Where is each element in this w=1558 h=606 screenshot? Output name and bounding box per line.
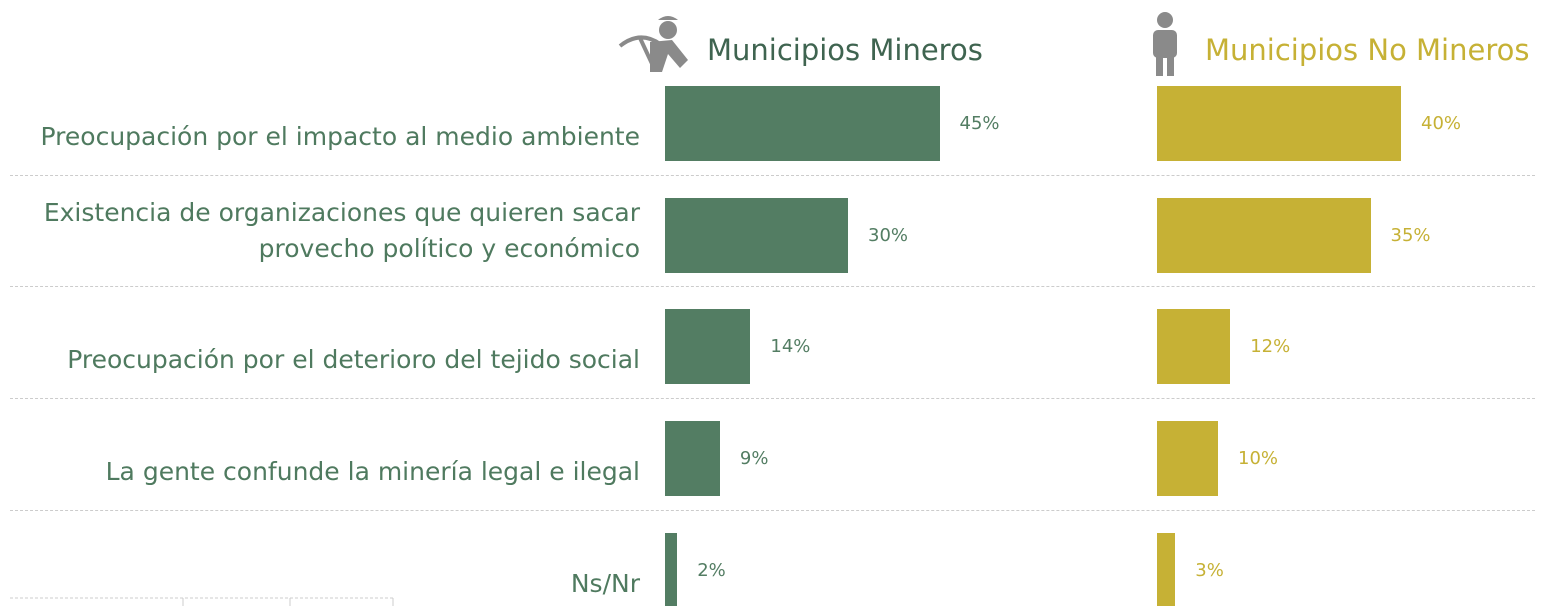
- value-label: 2%: [697, 559, 726, 581]
- value-label: 10%: [1238, 448, 1279, 470]
- row-separator: [10, 286, 1535, 287]
- row-separator: [10, 175, 1535, 176]
- miner-icon: [618, 16, 688, 72]
- value-label: 45%: [959, 113, 1000, 134]
- bar: [1157, 86, 1401, 161]
- series-title: Municipios No Mineros: [1205, 33, 1530, 67]
- category-label: Ns/Nr: [570, 568, 640, 598]
- value-label: 14%: [770, 336, 811, 358]
- category-label: Preocupación por el impacto al medio amb…: [40, 122, 640, 151]
- bar: [665, 421, 720, 497]
- bar: [665, 197, 848, 273]
- row-separator: [10, 510, 1535, 511]
- value-label: 9%: [739, 448, 769, 470]
- bar: [665, 309, 751, 385]
- value-label: 40%: [1421, 113, 1462, 134]
- person-icon: [1153, 12, 1177, 76]
- value-label: 35%: [1390, 224, 1431, 246]
- series-title: Municipios Mineros: [707, 33, 983, 67]
- category-label: Preocupación por el deterioro del tejido…: [67, 345, 640, 375]
- bar: [1157, 197, 1371, 273]
- row-separator: [10, 398, 1535, 399]
- value-label: 30%: [868, 224, 909, 246]
- bar: [1157, 309, 1231, 385]
- bar: [1157, 532, 1176, 606]
- category-label: La gente confunde la minería legal e ile…: [105, 457, 640, 487]
- bar: [665, 86, 940, 161]
- bar: [1157, 421, 1218, 497]
- bar: [665, 532, 678, 606]
- axis-fragment: [10, 597, 395, 606]
- value-label: 3%: [1195, 559, 1224, 581]
- category-label: Existencia de organizaciones que quieren…: [43, 197, 640, 263]
- value-label: 12%: [1250, 336, 1291, 358]
